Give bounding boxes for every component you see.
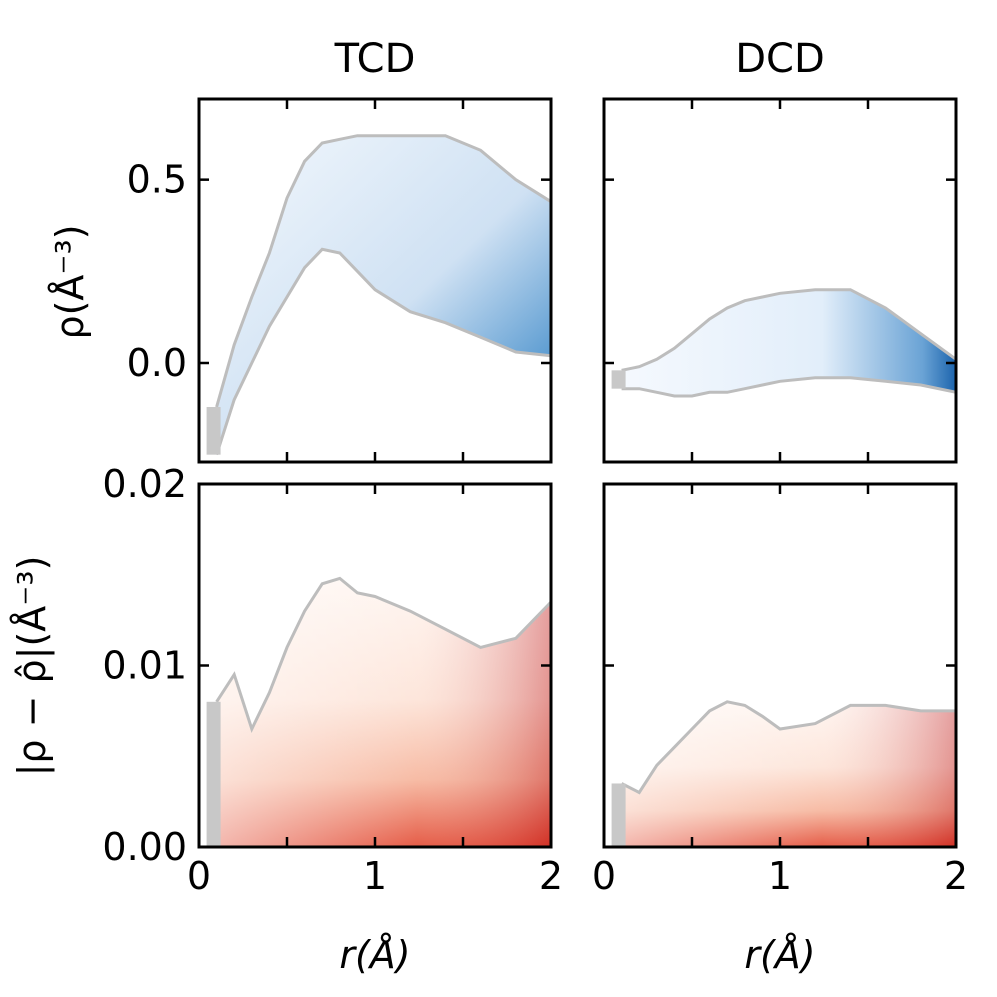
band-upper-edge [620,700,956,795]
x-tick-label: 1 [363,854,387,898]
band-upper-edge [621,288,956,372]
xlabel-right: r(Å) [744,933,815,977]
x-tick-label: 1 [768,854,792,898]
outlier-patch [611,370,626,389]
x-tick-label: 2 [944,854,968,898]
ylabel-top: ρ(Å⁻³) [48,224,92,339]
density-band-shade [216,578,551,847]
band-upper-edge [215,576,551,734]
x-tick-label: 2 [539,854,563,898]
panel-tcd-error [206,576,551,847]
y-tick-label: 0.0 [127,341,187,385]
outlier-patch [611,783,626,847]
panel-dcd-density [611,288,956,398]
ylabel-bottom: |ρ − ρ̂|(Å⁻³) [10,556,55,777]
y-tick-label: 0.00 [102,825,187,869]
axes-layer: 0.00.50.000.010.020 1 2 0 1 2 [102,97,968,898]
y-tick-label: 0.5 [127,158,187,202]
band-lower-edge [621,376,956,398]
panel-tcd-density [206,134,551,456]
density-band-shade [621,701,956,847]
y-tick-label: 0.02 [102,462,187,506]
title-tcd: TCD [334,36,416,82]
panel-dcd-error [611,700,956,847]
x-tick-label: 0 [592,854,616,898]
xlabel-left: r(Å) [339,933,410,977]
density-band [216,135,551,455]
x-tick-label: 0 [187,854,211,898]
axes-frame [602,97,958,464]
outlier-patch [206,407,221,455]
y-tick-label: 0.01 [102,644,187,688]
band-lower-edge [215,247,551,456]
band-upper-edge [215,134,551,408]
outlier-patch [206,701,221,847]
title-dcd: DCD [735,36,825,82]
density-band [621,289,956,396]
